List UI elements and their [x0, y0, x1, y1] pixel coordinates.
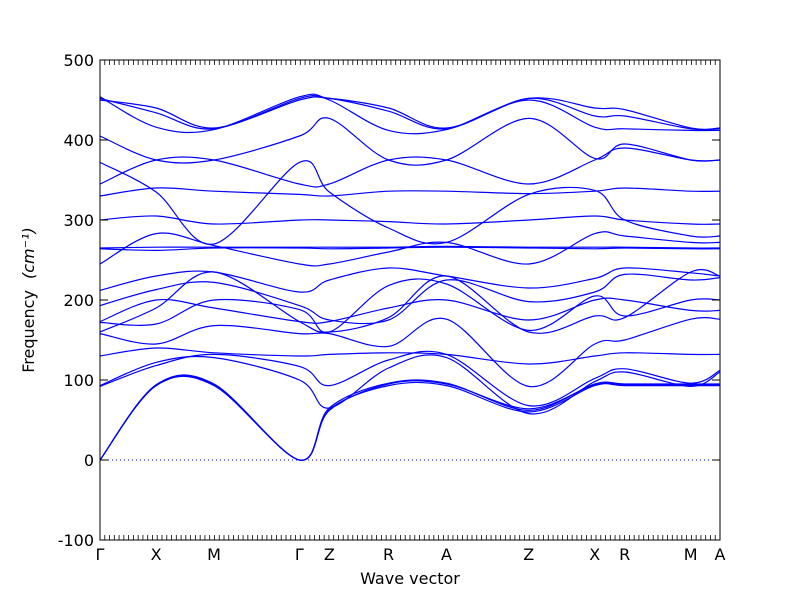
plot-frame	[99, 59, 721, 541]
band-11	[99, 273, 721, 325]
x-axis-label: Wave vector	[360, 569, 460, 588]
band-3	[99, 374, 720, 461]
y-tick-label: 0	[84, 451, 94, 470]
band-14	[99, 246, 721, 252]
q-point-label: Γ	[295, 545, 304, 564]
y-ticks-layer: -100 0 100 200 300 400 500	[58, 51, 720, 550]
band-2	[99, 375, 720, 461]
y-tick-label: 300	[63, 211, 94, 230]
q-point-label: M	[207, 545, 221, 564]
band-9	[99, 278, 721, 334]
bands-layer	[99, 93, 721, 461]
band-23	[99, 93, 721, 135]
band-10	[99, 297, 721, 324]
band-1	[99, 375, 720, 461]
y-tick-label: 400	[63, 131, 94, 150]
q-point-label: X	[589, 545, 600, 564]
q-point-label: A	[441, 545, 452, 564]
y-tick-label: 200	[63, 291, 94, 310]
q-point-label: R	[619, 545, 630, 564]
band-5	[99, 354, 721, 415]
y-tick-label: 100	[63, 371, 94, 390]
q-point-label: R	[383, 545, 394, 564]
q-point-label: M	[684, 545, 698, 564]
band-21	[99, 96, 721, 130]
q-point-label: Γ	[96, 545, 105, 564]
q-point-label: Z	[523, 545, 534, 564]
y-tick-label: -100	[58, 531, 94, 550]
band-17	[99, 187, 721, 197]
band-12	[99, 267, 721, 293]
q-point-label: A	[715, 545, 726, 564]
band-7	[99, 317, 721, 388]
band-4	[99, 350, 721, 407]
y-axis-label-unit: (cm⁻¹)	[19, 227, 38, 279]
band-16	[99, 215, 721, 225]
y-tick-label: 500	[63, 51, 94, 70]
y-axis-label: Frequency (cm⁻¹)	[19, 227, 38, 372]
q-point-label: Z	[324, 545, 335, 564]
q-point-label: X	[151, 545, 162, 564]
band-22	[99, 95, 721, 131]
band-20	[99, 117, 721, 166]
y-axis-label-group: Frequency (cm⁻¹)	[19, 227, 38, 372]
minor-ticks-layer	[99, 60, 721, 540]
band-6	[99, 347, 721, 365]
band-15	[99, 245, 721, 249]
band-19	[99, 160, 721, 245]
y-axis-label-text: Frequency	[19, 290, 38, 373]
